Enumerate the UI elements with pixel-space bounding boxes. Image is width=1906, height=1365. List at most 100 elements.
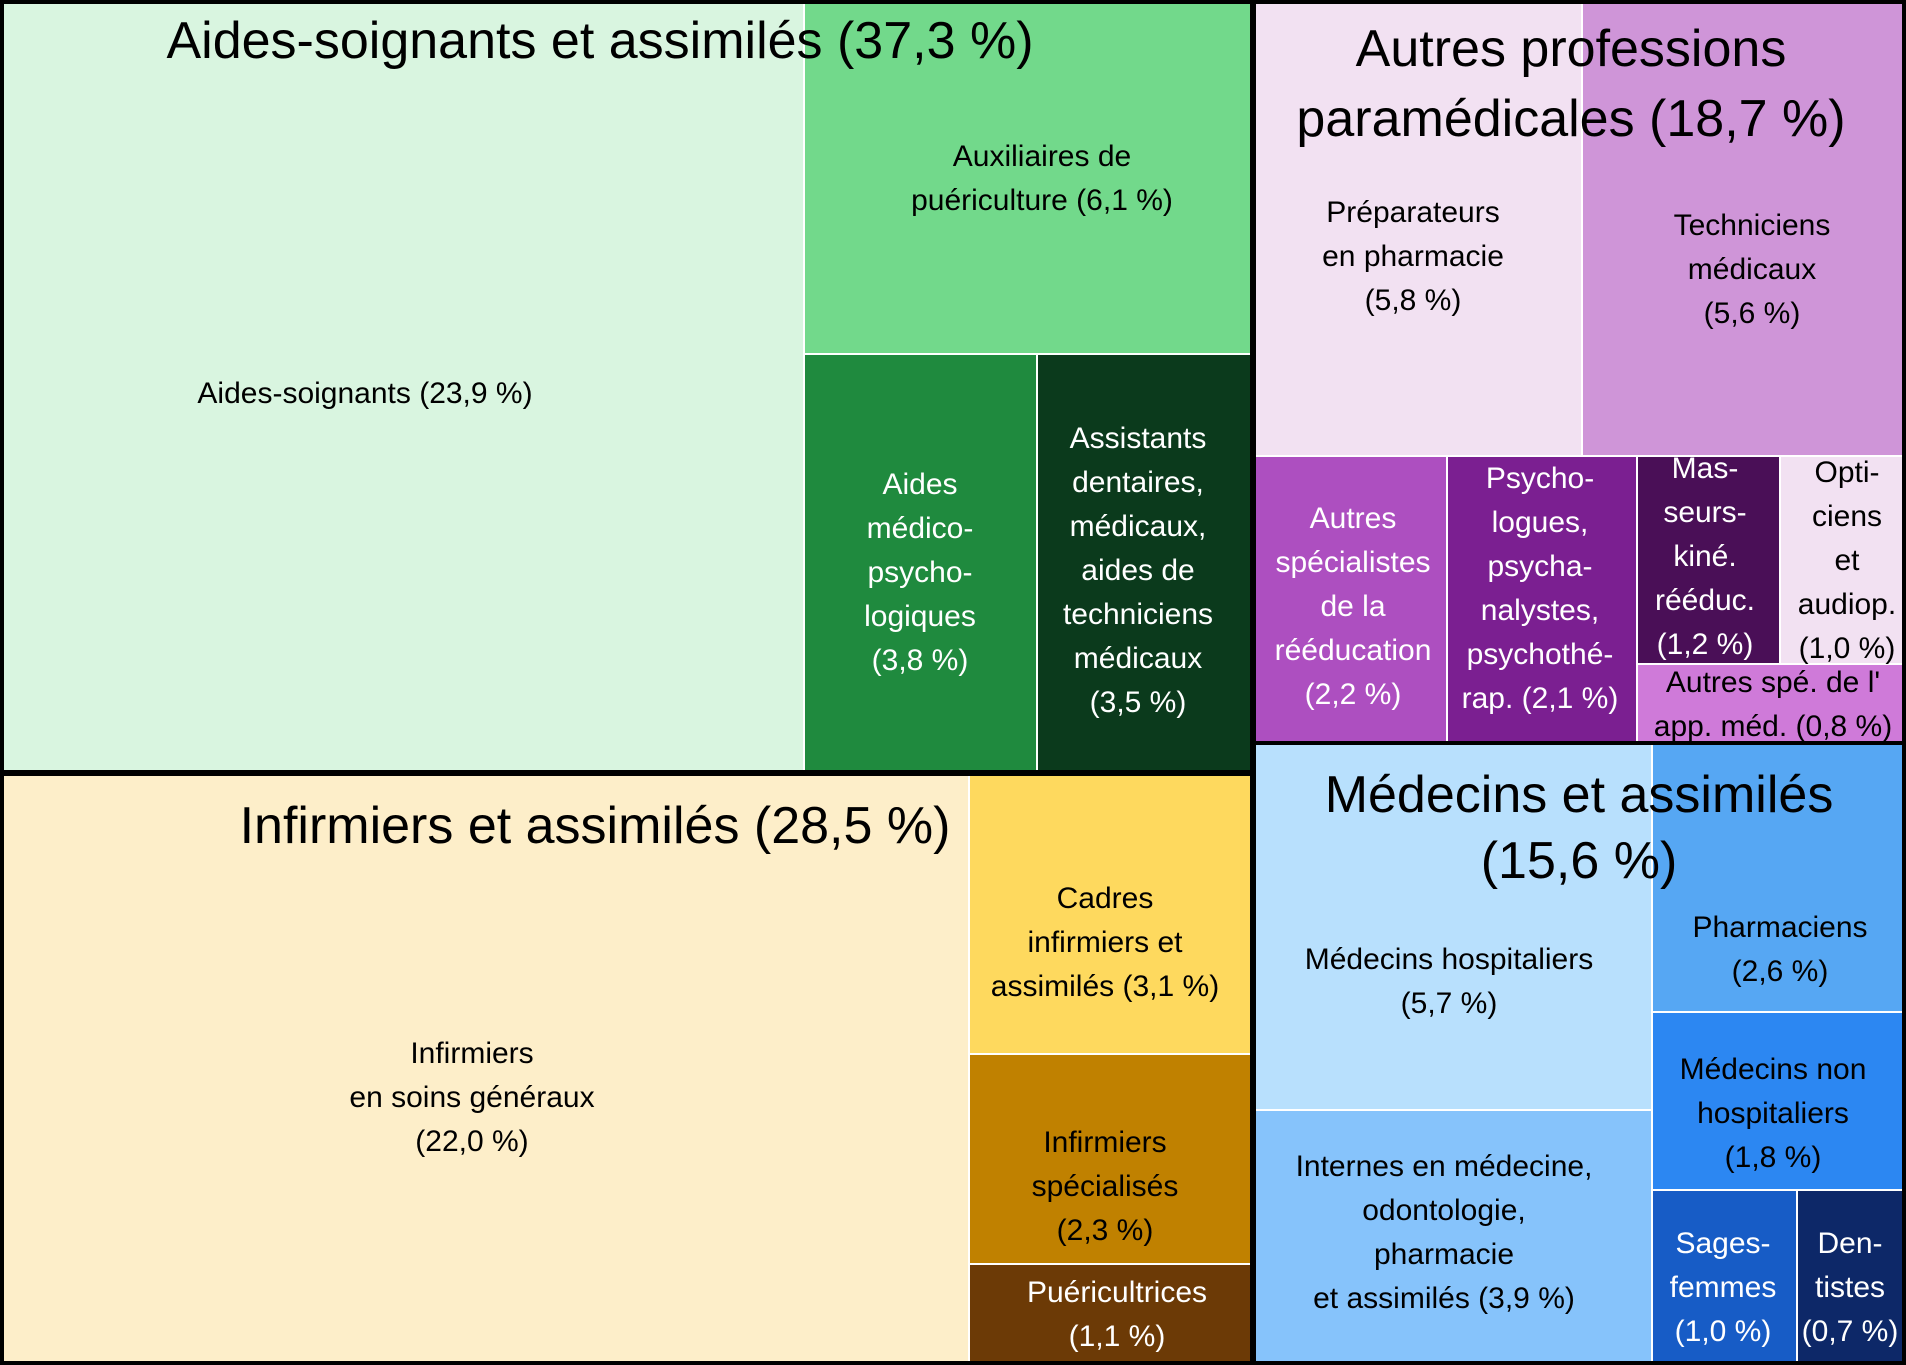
cell-label-preparateurs-pharmacie-line: Préparateurs (1326, 196, 1499, 229)
cell-label-opticiens-line: audiop. (1798, 588, 1896, 621)
cell-label-infirmiers-soins-generaux-line: (22,0 %) (415, 1125, 528, 1158)
cell-label-techniciens-medicaux-line: Techniciens (1674, 209, 1831, 242)
cell-label-assistants-dentaires-line: aides de (1081, 554, 1194, 587)
group-title-medecins: Médecins et assimilés (15,6 %) (1325, 766, 1834, 890)
cell-label-masseurs-kine-line: kiné. (1673, 540, 1736, 573)
cell-label-aides-soignants: Aides-soignants (23,9 %) (197, 377, 532, 410)
cell-label-internes-line: Internes en médecine, (1296, 1150, 1593, 1183)
treemap-cell-pharmaciens (1651, 742, 1905, 1013)
cell-label-puericultrices: Puéricultrices (1,1 %) (1027, 1276, 1207, 1353)
treemap-cell-puericultrices (968, 1263, 1253, 1364)
cell-label-preparateurs-pharmacie-line: (5,8 %) (1365, 284, 1462, 317)
group-title-autres-line: Autres professions (1356, 20, 1787, 78)
cell-label-infirmiers-soins-generaux-line: en soins généraux (349, 1081, 594, 1114)
cell-label-medecins-non-hospitaliers-line: (1,8 %) (1725, 1141, 1822, 1174)
cell-label-preparateurs-pharmacie-line: en pharmacie (1322, 240, 1504, 273)
cell-label-opticiens-line: (1,0 %) (1799, 632, 1896, 665)
treemap-cell-aides-soignants (1, 1, 805, 773)
cell-label-autres-spe-app-med-line: app. méd. (0,8 %) (1654, 710, 1892, 743)
group-title-autres-line: paramédicales (18,7 %) (1296, 90, 1845, 148)
cell-label-infirmiers-specialises-line: Infirmiers (1043, 1126, 1166, 1159)
cell-label-autres-specialistes-reeducation-line: Autres (1310, 502, 1397, 535)
treemap-cell-internes (1253, 1109, 1653, 1364)
treemap-cell-infirmiers-soins-generaux (1, 773, 970, 1364)
cell-label-sages-femmes-line: (1,0 %) (1675, 1315, 1772, 1348)
cell-label-internes-line: pharmacie (1374, 1238, 1514, 1271)
treemap-cell-sages-femmes (1651, 1189, 1798, 1364)
cell-label-sages-femmes: Sages-femmes (1,0 %) (1670, 1227, 1777, 1348)
group-title-aides: Aides-soignants et assimilés (37,3 %) (166, 12, 1033, 70)
treemap-cell-auxiliaires-puericulture (803, 1, 1253, 355)
treemap-cell-techniciens-medicaux (1581, 1, 1905, 457)
cell-label-medecins-non-hospitaliers: Médecins non hospitaliers (1,8 %) (1680, 1053, 1867, 1174)
cell-label-puericultrices-line: (1,1 %) (1069, 1320, 1166, 1353)
cell-label-internes-line: et assimilés (3,9 %) (1313, 1282, 1575, 1315)
group-title-aides-line: Aides-soignants et assimilés (37,3 %) (166, 12, 1033, 70)
treemap-cell-psychologues (1446, 455, 1638, 744)
cell-label-cadres-infirmiers-line: Cadres (1057, 882, 1154, 915)
group-border-medecins (1252, 741, 1906, 1365)
cell-label-assistants-dentaires-line: (3,5 %) (1090, 686, 1187, 719)
cell-label-aides-medico-psychologiques-line: médico- (867, 512, 974, 545)
cell-label-infirmiers-soins-generaux: Infirmiers en soins généraux (22,0 %) (349, 1037, 594, 1158)
cell-label-infirmiers-specialises-line: spécialisés (1032, 1170, 1179, 1203)
cell-label-opticiens: Opti-ciens et audiop. (1,0 %) (1798, 456, 1896, 665)
cell-label-opticiens-line: Opti- (1814, 456, 1879, 489)
cell-label-aides-soignants-line: Aides-soignants (23,9 %) (197, 377, 532, 410)
cell-label-medecins-non-hospitaliers-line: Médecins non (1680, 1053, 1867, 1086)
cell-label-internes: Internes en médecine, odontologie, pharmac… (1296, 1150, 1593, 1315)
cell-label-techniciens-medicaux: Techniciens médicaux (5,6 %) (1674, 209, 1831, 330)
cell-label-masseurs-kine-line: rééduc. (1655, 584, 1755, 617)
treemap-cell-dentistes (1796, 1189, 1905, 1364)
cell-label-auxiliaires-puericulture: Auxiliaires de puériculture (6,1 %) (911, 140, 1173, 217)
treemap-cell-assistants-dentaires (1036, 353, 1253, 773)
cell-label-autres-specialistes-reeducation-line: rééducation (1275, 634, 1432, 667)
cell-label-pharmaciens-line: (2,6 %) (1732, 955, 1829, 988)
cell-label-medecins-hospitaliers-line: (5,7 %) (1401, 987, 1498, 1020)
cell-label-aides-medico-psychologiques-line: Aides (882, 468, 957, 501)
cell-label-internes-line: odontologie, (1362, 1194, 1525, 1227)
cell-label-aides-medico-psychologiques-line: logiques (864, 600, 976, 633)
treemap-cell-medecins-non-hospitaliers (1651, 1011, 1905, 1191)
cell-label-autres-specialistes-reeducation-line: de la (1320, 590, 1385, 623)
cell-label-medecins-hospitaliers-line: Médecins hospitaliers (1305, 943, 1593, 976)
cell-label-psychologues-line: psycha- (1487, 550, 1592, 583)
cell-label-medecins-non-hospitaliers-line: hospitaliers (1697, 1097, 1849, 1130)
cell-label-assistants-dentaires-line: techniciens (1063, 598, 1213, 631)
cell-label-masseurs-kine: Mas-seurs-kiné. rééduc. (1,2 %) (1655, 452, 1755, 661)
cell-label-dentistes-line: tistes (1815, 1271, 1885, 1304)
cell-label-masseurs-kine-line: Mas- (1672, 452, 1739, 485)
cell-label-psychologues-line: rap. (2,1 %) (1462, 682, 1619, 715)
cell-label-autres-spe-app-med-line: Autres spé. de l' (1666, 666, 1880, 699)
group-title-autres: Autres professions paramédicales (18,7 %) (1296, 20, 1845, 148)
cell-label-assistants-dentaires: Assistants dentaires, médicaux, aides de tec… (1063, 422, 1213, 719)
cell-label-infirmiers-soins-generaux-line: Infirmiers (410, 1037, 533, 1070)
cell-label-psychologues-line: nalystes, (1481, 594, 1599, 627)
cell-label-opticiens-line: ciens (1812, 500, 1882, 533)
cell-label-sages-femmes-line: femmes (1670, 1271, 1777, 1304)
cell-label-cadres-infirmiers-line: infirmiers et (1027, 926, 1183, 959)
group-title-medecins-line: (15,6 %) (1481, 832, 1678, 890)
cell-label-assistants-dentaires-line: dentaires, (1072, 466, 1204, 499)
cell-label-psychologues-line: logues, (1492, 506, 1589, 539)
cell-label-psychologues: Psycho-logues, psycha-nalystes, psychothé-… (1462, 462, 1619, 715)
cell-label-aides-medico-psychologiques: Aides médico-psycho-logiques (3,8 %) (864, 468, 976, 677)
cell-label-medecins-hospitaliers: Médecins hospitaliers (5,7 %) (1305, 943, 1593, 1020)
cell-label-psychologues-line: Psycho- (1486, 462, 1594, 495)
cell-label-cadres-infirmiers: Cadres infirmiers et assimilés (3,1 %) (991, 882, 1219, 1003)
cell-label-assistants-dentaires-line: Assistants (1070, 422, 1207, 455)
cell-label-opticiens-line: et (1834, 544, 1860, 577)
group-title-medecins-line: Médecins et assimilés (1325, 766, 1834, 824)
cell-label-autres-specialistes-reeducation-line: (2,2 %) (1305, 678, 1402, 711)
cell-label-puericultrices-line: Puéricultrices (1027, 1276, 1207, 1309)
cell-label-techniciens-medicaux-line: (5,6 %) (1704, 297, 1801, 330)
cell-label-infirmiers-specialises-line: (2,3 %) (1057, 1214, 1154, 1247)
group-title-infirmiers-line: Infirmiers et assimilés (28,5 %) (240, 797, 951, 855)
cell-label-auxiliaires-puericulture-line: Auxiliaires de (953, 140, 1131, 173)
cell-label-pharmaciens: Pharmaciens (2,6 %) (1692, 911, 1867, 988)
cell-label-aides-medico-psychologiques-line: psycho- (867, 556, 972, 589)
cell-label-autres-specialistes-reeducation-line: spécialistes (1275, 546, 1430, 579)
cell-label-autres-spe-app-med: Autres spé. de l' app. méd. (0,8 %) (1654, 666, 1892, 743)
cell-label-dentistes-line: (0,7 %) (1802, 1315, 1899, 1348)
cell-label-sages-femmes-line: Sages- (1675, 1227, 1770, 1260)
